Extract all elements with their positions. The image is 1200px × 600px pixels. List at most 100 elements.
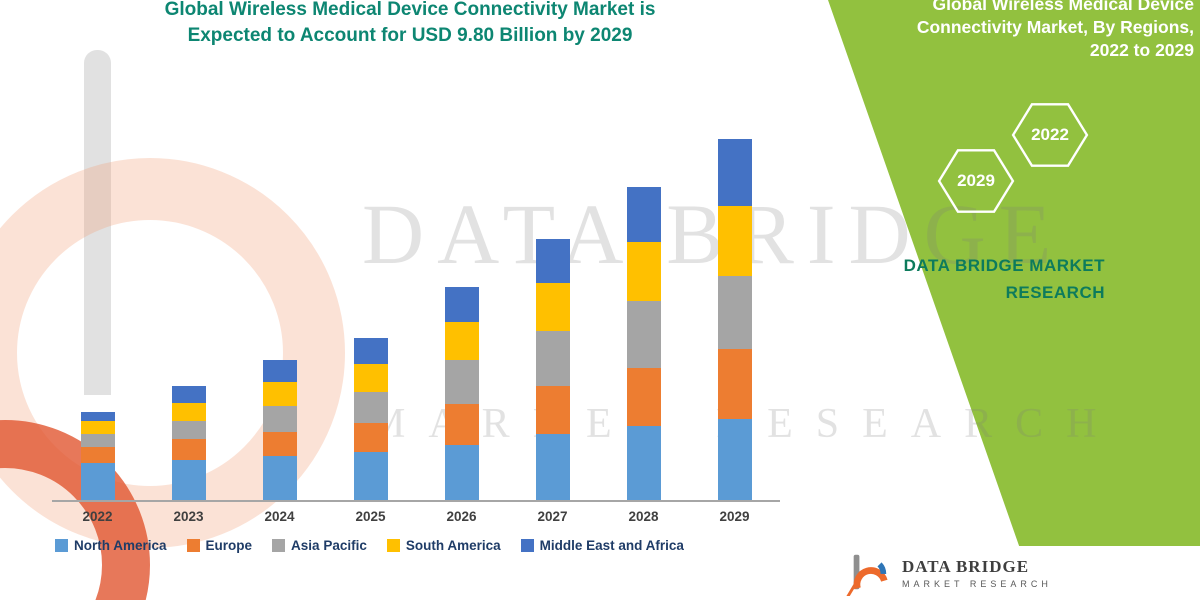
bar-segment-south-america bbox=[535, 283, 570, 331]
stacked-bar-2023 bbox=[171, 385, 206, 500]
bar-column-2029 bbox=[689, 132, 780, 500]
bar-segment-asia-pacific bbox=[444, 360, 479, 405]
chart-title-line1: Global Wireless Medical Device Connectiv… bbox=[164, 0, 656, 20]
x-tick-2023: 2023 bbox=[173, 509, 204, 524]
bar-column-2025 bbox=[325, 132, 416, 500]
hexagon-badge-2022: 2022 bbox=[1010, 102, 1090, 168]
bar-column-2024 bbox=[234, 132, 325, 500]
bar-segment-europe bbox=[626, 367, 661, 427]
bar-segment-south-america bbox=[262, 382, 297, 407]
bar-segment-north-america bbox=[626, 426, 661, 500]
legend-item-asia-pacific: Asia Pacific bbox=[272, 538, 367, 553]
x-tick-2026: 2026 bbox=[446, 509, 477, 524]
bar-segment-europe bbox=[262, 431, 297, 456]
bar-segment-asia-pacific bbox=[171, 420, 206, 440]
bar-segment-middle-east-and-africa bbox=[353, 338, 388, 364]
footer-logo-text: DATA BRIDGE MARKET RESEARCH bbox=[902, 557, 1052, 589]
stacked-bar-2025 bbox=[353, 338, 388, 500]
bar-column-2026 bbox=[416, 132, 507, 500]
legend-label: South America bbox=[405, 538, 501, 553]
side-panel-brand-text: DATA BRIDGE MARKET RESEARCH bbox=[904, 252, 1105, 306]
legend-item-south-america: South America bbox=[386, 538, 501, 553]
bar-segment-north-america bbox=[262, 455, 297, 500]
stacked-bar-2024 bbox=[262, 360, 297, 500]
watermark-text-databridge: DATA BRIDGE bbox=[362, 186, 1065, 282]
legend-item-north-america: North America bbox=[55, 538, 167, 553]
bar-segment-asia-pacific bbox=[262, 406, 297, 432]
footer-logo-name: DATA BRIDGE bbox=[902, 557, 1030, 576]
bar-segment-europe bbox=[80, 446, 115, 464]
legend-label: Europe bbox=[205, 538, 253, 553]
stacked-bar-2022 bbox=[80, 411, 115, 500]
side-panel-heading-line2: Connectivity Market, By Regions, bbox=[916, 17, 1194, 37]
bar-column-2022 bbox=[52, 132, 143, 500]
footer-logo-band: DATA BRIDGE MARKET RESEARCH bbox=[810, 546, 1200, 600]
legend-swatch-icon bbox=[55, 539, 68, 552]
x-axis-labels: 2022 2023 2024 2025 2026 2027 2028 2029 bbox=[52, 502, 780, 524]
hexagon-year-label: 2029 bbox=[957, 171, 995, 190]
bar-segment-europe bbox=[535, 386, 570, 434]
side-panel-heading-line3: 2022 to 2029 bbox=[1089, 40, 1194, 60]
bar-segment-asia-pacific bbox=[535, 330, 570, 387]
bar-segment-europe bbox=[353, 422, 388, 453]
bar-segment-middle-east-and-africa bbox=[717, 139, 752, 206]
hexagon-badge-2029: 2029 bbox=[936, 148, 1016, 214]
hexagon-year-label: 2022 bbox=[1031, 125, 1069, 144]
bar-segment-south-america bbox=[626, 242, 661, 302]
brand-text-line2: RESEARCH bbox=[1005, 283, 1105, 302]
bar-segment-middle-east-and-africa bbox=[444, 286, 479, 322]
legend-label: North America bbox=[74, 538, 167, 553]
bar-segment-middle-east-and-africa bbox=[80, 411, 115, 421]
side-panel-heading-line1: Global Wireless Medical Device bbox=[932, 0, 1194, 14]
chart-title-line2: Expected to Account for USD 9.80 Billion… bbox=[187, 25, 633, 46]
legend-label: Asia Pacific bbox=[291, 538, 367, 553]
bar-segment-north-america bbox=[353, 452, 388, 500]
legend-item-europe: Europe bbox=[186, 538, 253, 553]
bar-segment-south-america bbox=[444, 321, 479, 361]
stacked-bar-2028 bbox=[626, 187, 661, 500]
bar-segment-middle-east-and-africa bbox=[171, 385, 206, 403]
bar-segment-middle-east-and-africa bbox=[626, 187, 661, 243]
bar-column-2027 bbox=[507, 132, 598, 500]
bar-segment-south-america bbox=[80, 420, 115, 434]
stacked-bar-2026 bbox=[444, 286, 479, 500]
stacked-bar-2027 bbox=[535, 238, 570, 500]
hexagon-outline-icon bbox=[937, 149, 1015, 213]
legend-swatch-icon bbox=[272, 539, 286, 552]
x-tick-2028: 2028 bbox=[628, 509, 659, 524]
stacked-bar-chart: 2022 2023 2024 2025 2026 2027 2028 2029 bbox=[52, 132, 780, 524]
plot-area bbox=[52, 132, 780, 502]
hexagon-outline-icon bbox=[1011, 103, 1089, 167]
bar-segment-north-america bbox=[717, 419, 752, 500]
bar-segment-asia-pacific bbox=[717, 275, 752, 350]
x-tick-2027: 2027 bbox=[537, 509, 568, 524]
stacked-bar-2029 bbox=[717, 139, 752, 500]
bar-segment-south-america bbox=[171, 402, 206, 421]
bar-segment-europe bbox=[444, 404, 479, 445]
bar-segment-asia-pacific bbox=[626, 301, 661, 368]
bar-segment-asia-pacific bbox=[353, 391, 388, 423]
bar-segment-south-america bbox=[717, 205, 752, 276]
legend-swatch-icon bbox=[520, 539, 534, 552]
chart-title: Global Wireless Medical Device Connectiv… bbox=[55, 0, 765, 49]
footer-logo-subtext: MARKET RESEARCH bbox=[902, 579, 1052, 589]
bar-segment-asia-pacific bbox=[80, 433, 115, 447]
bar-column-2028 bbox=[598, 132, 689, 500]
legend-item-middle-east-and-africa: Middle East and Africa bbox=[520, 538, 684, 553]
x-tick-2025: 2025 bbox=[355, 509, 386, 524]
bar-segment-north-america bbox=[444, 444, 479, 500]
legend-label: Middle East and Africa bbox=[539, 538, 684, 553]
bar-segment-middle-east-and-africa bbox=[535, 238, 570, 284]
x-tick-2024: 2024 bbox=[264, 509, 295, 524]
bar-segment-north-america bbox=[80, 463, 115, 500]
bar-segment-north-america bbox=[535, 433, 570, 500]
bar-segment-europe bbox=[171, 439, 206, 460]
bar-column-2023 bbox=[143, 132, 234, 500]
chart-legend: North America Europe Asia Pacific South Ame… bbox=[55, 538, 684, 553]
databridge-logo-icon bbox=[846, 554, 888, 596]
brand-text-line1: DATA BRIDGE MARKET bbox=[903, 256, 1105, 275]
bar-segment-north-america bbox=[171, 459, 206, 500]
bar-segment-middle-east-and-africa bbox=[262, 360, 297, 383]
bar-segment-europe bbox=[717, 349, 752, 419]
